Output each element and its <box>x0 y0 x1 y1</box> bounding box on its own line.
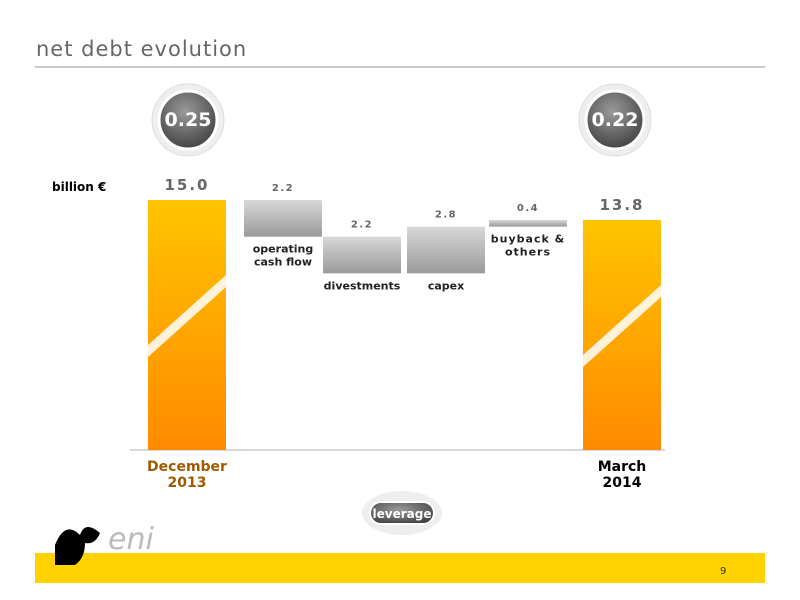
step-bar <box>407 226 485 274</box>
value-label: 2.8 <box>435 210 457 221</box>
value-label: 15.0 <box>164 176 209 194</box>
value-label: 2.2 <box>351 220 373 231</box>
leverage-value: 0.22 <box>592 109 639 131</box>
logo-text: eni <box>108 522 154 557</box>
step-bar <box>244 200 322 237</box>
leverage-value: 0.25 <box>165 109 212 131</box>
bar-stripe <box>148 275 226 357</box>
category-label: buyback & others <box>491 233 565 259</box>
value-label: 0.4 <box>517 203 539 214</box>
category-label: operating cash flow <box>253 243 313 269</box>
category-label: March 2014 <box>598 459 647 491</box>
slide-title: net debt evolution <box>36 37 247 61</box>
step-bar <box>323 236 401 274</box>
leverage-badge <box>584 89 646 151</box>
value-label: 2.2 <box>272 183 294 194</box>
page-number: 9 <box>720 566 726 577</box>
unit-label: billion € <box>52 180 106 194</box>
category-label: divestments <box>324 279 401 292</box>
value-label: 13.8 <box>599 196 644 214</box>
footer-band <box>35 553 765 583</box>
leverage-pill <box>369 501 435 525</box>
bar-stripe <box>583 285 661 367</box>
category-label: December 2013 <box>147 459 227 491</box>
leverage-badge <box>157 89 219 151</box>
total-bar <box>148 200 226 450</box>
logo-dog <box>55 526 100 565</box>
step-bar <box>489 220 567 227</box>
category-label: capex <box>428 279 464 292</box>
total-bar <box>583 220 661 450</box>
leverage-caption: leverage <box>373 507 432 521</box>
